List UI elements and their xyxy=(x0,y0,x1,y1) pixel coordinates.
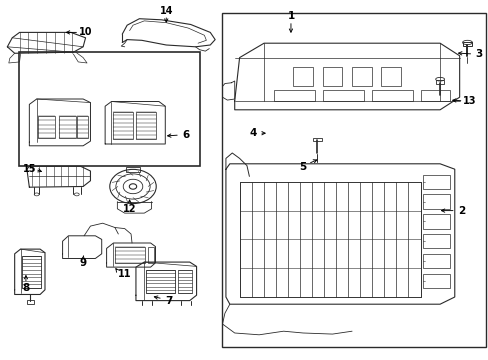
Bar xyxy=(145,270,175,293)
Text: 7: 7 xyxy=(164,296,172,306)
Bar xyxy=(381,67,400,86)
Bar xyxy=(422,214,449,229)
Bar xyxy=(422,194,449,209)
Text: 5: 5 xyxy=(299,162,306,172)
Text: 10: 10 xyxy=(79,27,92,37)
Bar xyxy=(422,175,449,189)
Bar xyxy=(126,167,140,172)
Bar xyxy=(27,300,34,304)
Text: 9: 9 xyxy=(80,258,86,268)
Text: 3: 3 xyxy=(475,49,482,59)
Bar xyxy=(322,90,364,101)
Bar xyxy=(113,112,133,139)
Text: 12: 12 xyxy=(122,204,136,214)
Bar xyxy=(147,247,153,263)
Bar xyxy=(420,90,449,101)
Text: 14: 14 xyxy=(159,6,173,16)
Bar xyxy=(462,42,471,46)
Bar xyxy=(19,52,199,166)
Bar xyxy=(178,270,192,293)
Text: 4: 4 xyxy=(249,128,257,138)
Bar xyxy=(38,116,55,138)
Text: 6: 6 xyxy=(182,130,189,140)
Bar xyxy=(422,254,449,268)
Bar xyxy=(115,247,144,263)
Bar xyxy=(422,234,449,248)
Bar xyxy=(77,116,88,138)
Bar xyxy=(59,116,76,138)
Bar xyxy=(371,90,412,101)
Bar xyxy=(222,13,485,347)
Bar xyxy=(22,256,41,288)
Text: 13: 13 xyxy=(462,96,475,106)
Text: 1: 1 xyxy=(287,11,294,21)
Bar xyxy=(351,67,371,86)
Text: 8: 8 xyxy=(22,283,29,293)
Bar xyxy=(136,112,155,139)
Bar xyxy=(435,80,443,84)
Bar xyxy=(312,138,321,141)
Bar xyxy=(273,90,315,101)
Bar xyxy=(293,67,312,86)
Text: 11: 11 xyxy=(118,269,131,279)
Bar xyxy=(239,182,420,297)
Bar xyxy=(422,274,449,288)
Text: 15: 15 xyxy=(22,164,36,174)
Text: 2: 2 xyxy=(458,206,465,216)
Bar xyxy=(322,67,342,86)
